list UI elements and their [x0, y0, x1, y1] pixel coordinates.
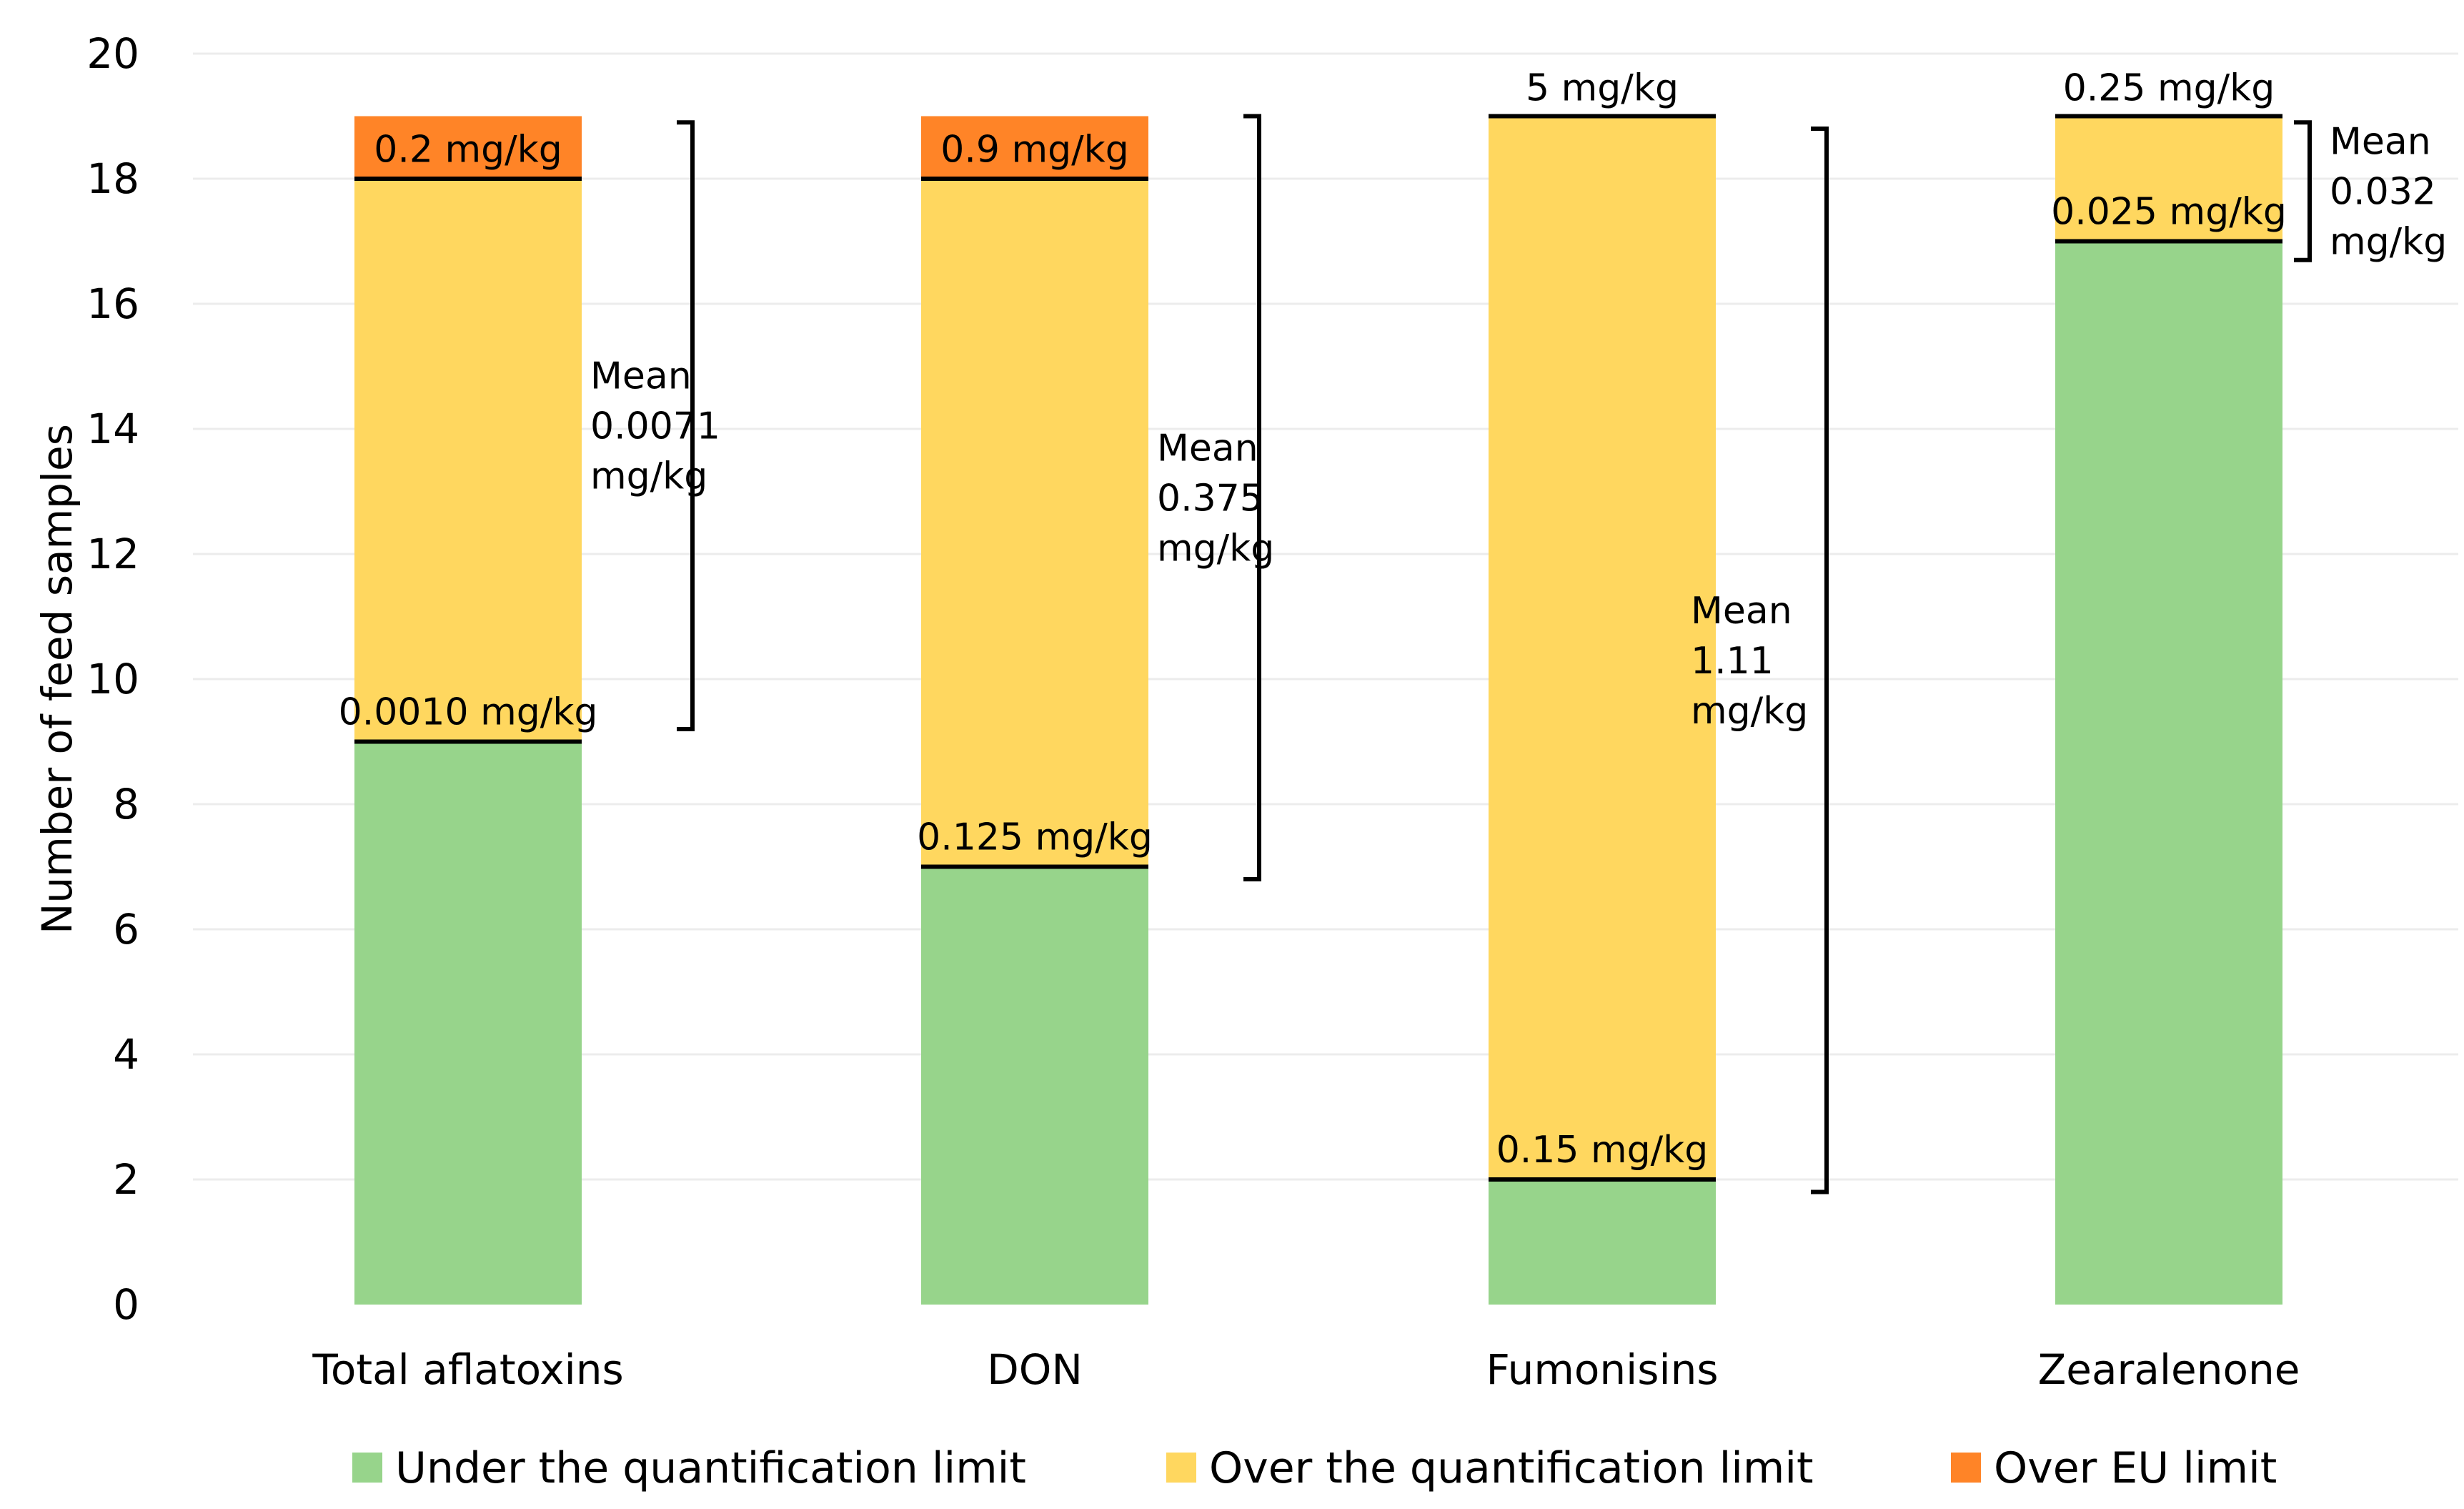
legend-entry: Over EU limit: [1994, 1443, 2277, 1493]
y-tick-label: 6: [113, 905, 139, 954]
category-label: DON: [987, 1345, 1083, 1394]
mean-label-line: mg/kg: [1157, 527, 1274, 570]
legend-entry: Under the quantification limit: [395, 1443, 1026, 1493]
y-tick-label: 20: [86, 29, 139, 78]
mean-bracket: [1811, 127, 1829, 1194]
mean-bracket: [2294, 120, 2312, 262]
bar-segment: [1489, 1179, 1716, 1305]
legend: Under the quantification limit Over the q…: [352, 1443, 2277, 1493]
annotations: 0.0010 mg/kg 0.2 mg/kg Mean 0.0071 mg/kg 0.12…: [339, 67, 2447, 1194]
y-tick-label: 8: [113, 780, 139, 828]
mean-label-line: 0.032: [2330, 171, 2436, 214]
bar-segment: [2055, 116, 2282, 242]
bar-segment: [921, 116, 1148, 179]
category-label: Zearalenone: [2038, 1345, 2300, 1394]
mean-label-line: 1.11: [1691, 640, 1774, 683]
legend-swatch: [1951, 1453, 1981, 1483]
y-tick-label: 16: [86, 279, 139, 328]
mean-label-line: Mean: [1157, 427, 1258, 470]
mean-label-line: Mean: [1691, 590, 1792, 633]
mean-label-line: mg/kg: [1691, 690, 1808, 733]
lower-value-label: 0.125 mg/kg: [917, 816, 1153, 859]
y-tick-label: 12: [86, 530, 139, 578]
y-axis-label: Number of feed samples: [33, 424, 81, 934]
y-tick-label: 18: [86, 154, 139, 203]
category-label: Fumonisins: [1486, 1345, 1718, 1394]
mean-label-line: Mean: [2330, 121, 2431, 164]
category-label: Total aflatoxins: [312, 1345, 623, 1394]
upper-value-label: 0.25 mg/kg: [2063, 67, 2275, 110]
upper-value-label: 5 mg/kg: [1526, 67, 1679, 110]
y-tick-label: 2: [113, 1155, 139, 1204]
legend-swatch: [352, 1453, 382, 1483]
y-axis-ticks: 0 2 4 6 8 10 12 14 16 18 20: [86, 29, 139, 1329]
upper-value-label: 0.2 mg/kg: [374, 128, 562, 171]
bar-segment: [1489, 116, 1716, 1179]
mean-label-line: 0.375: [1157, 477, 1263, 520]
y-tick-label: 4: [113, 1030, 139, 1079]
lower-value-label: 0.15 mg/kg: [1496, 1129, 1709, 1172]
legend-entry: Over the quantification limit: [1209, 1443, 1814, 1493]
segment-boundaries: [354, 114, 2282, 1182]
upper-value-label: 0.9 mg/kg: [940, 128, 1129, 171]
bar-segment: [354, 741, 582, 1305]
bar-segment: [354, 116, 582, 179]
bar-segment: [2055, 241, 2282, 1305]
mean-label-line: mg/kg: [2330, 221, 2447, 264]
mean-label-line: 0.0071: [590, 405, 720, 448]
x-axis-categories: Total aflatoxins DON Fumonisins Zearalenone: [312, 1345, 2300, 1394]
mean-bracket: [1243, 114, 1261, 881]
legend-swatch: [1166, 1453, 1196, 1483]
lower-value-label: 0.025 mg/kg: [2051, 191, 2287, 234]
y-tick-label: 14: [86, 405, 139, 453]
bar-segment: [354, 179, 582, 742]
y-tick-label: 0: [113, 1280, 139, 1329]
bar-segment: [921, 179, 1148, 867]
mean-label-line: Mean: [590, 355, 692, 398]
bar-segment: [921, 866, 1148, 1305]
bars: [354, 116, 2282, 1305]
y-tick-label: 10: [86, 655, 139, 703]
mean-bracket: [677, 120, 695, 731]
mean-label-line: mg/kg: [590, 455, 707, 498]
lower-value-label: 0.0010 mg/kg: [339, 691, 598, 734]
